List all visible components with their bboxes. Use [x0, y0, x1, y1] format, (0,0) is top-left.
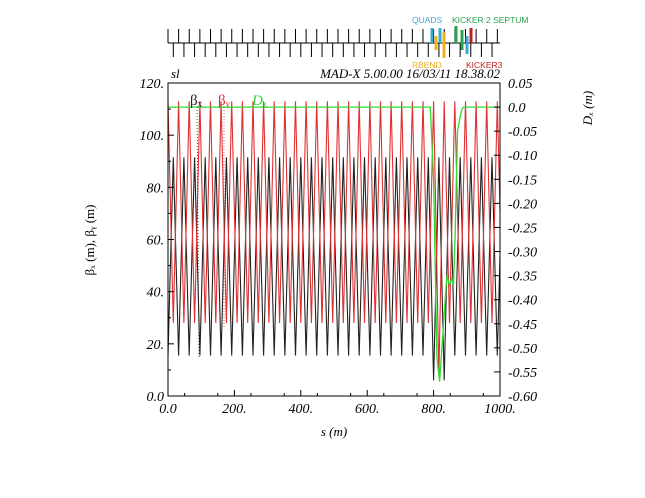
y-right-tick-label: -0.05 [508, 125, 537, 140]
annotation-kicker3: KICKER3 [466, 60, 503, 70]
x-tick-label: 800. [421, 402, 446, 417]
series-layer [167, 101, 501, 382]
x-tick-label: 600. [355, 402, 380, 417]
lattice-special-element [430, 28, 434, 43]
legend-beta-x: βₓ [190, 93, 203, 109]
lattice-special-elements [430, 26, 473, 58]
legend: βₓ βᵧ Dₓ [190, 93, 267, 358]
lattice-ticks [167, 29, 498, 57]
header-left: sl [171, 66, 180, 81]
series-beta-x [167, 157, 501, 381]
annotation-rbend: RBEND [412, 60, 442, 70]
x-tick-label: 1000. [484, 402, 516, 417]
lattice-special-element [469, 28, 473, 43]
y-right-tick-label: 0.0 [508, 101, 526, 116]
y-right-tick-label: -0.55 [508, 366, 537, 381]
x-tick-label: 400. [289, 402, 314, 417]
series-beta-y [167, 101, 501, 376]
y-right-tick-label: -0.25 [508, 221, 537, 236]
header-right: MAD-X 5.00.00 16/03/11 18.38.02 [319, 66, 500, 81]
y-right-tick-label: -0.45 [508, 318, 537, 333]
lattice-strip: QUADS KICKER 2 SEPTUM RBEND KICKER3 [167, 15, 529, 70]
y-axis-right-label: Dₓ (m) [580, 91, 595, 126]
y-right-tick-label: 0.05 [508, 77, 533, 92]
x-axis-label: s (m) [321, 424, 347, 439]
y-left-tick-label: 80. [147, 181, 165, 196]
y-axis-left-label: βₓ (m), βᵧ (m) [82, 205, 98, 276]
y-right-tick-label: -0.30 [508, 246, 537, 261]
lattice-special-element [438, 28, 442, 43]
y-left-tick-label: 20. [147, 338, 165, 353]
y-axis-left: 0.0 20. 40. 60. 80. 100. 120. [140, 77, 174, 405]
lattice-special-element [434, 36, 438, 50]
y-right-tick-label: -0.50 [508, 342, 537, 357]
y-right-tick-label: -0.40 [508, 294, 537, 309]
y-left-tick-label: 40. [147, 286, 165, 301]
x-tick-label: 200. [222, 402, 247, 417]
series-dx [168, 106, 500, 382]
x-tick-label: 0.0 [159, 402, 177, 417]
lattice-special-element [460, 30, 464, 50]
y-axis-right: 0.05 0.0 -0.05 -0.10 -0.15 -0.20 -0.25 -0.30 -0.… [494, 77, 537, 405]
legend-beta-y: βᵧ [218, 93, 230, 109]
y-left-tick-label: 60. [147, 234, 165, 249]
y-right-tick-label: -0.20 [508, 197, 537, 212]
y-left-tick-label: 120. [140, 77, 165, 92]
y-right-tick-label: -0.60 [508, 390, 537, 405]
legend-dx: Dₓ [251, 93, 267, 109]
y-left-tick-label: 100. [140, 129, 165, 144]
annotation-quads: QUADS [412, 15, 443, 25]
y-right-tick-label: -0.15 [508, 173, 537, 188]
lattice-special-element [465, 36, 469, 54]
y-right-tick-label: -0.35 [508, 270, 537, 285]
lattice-special-element [454, 26, 458, 43]
x-axis: 0.0 200. 400. 600. 800. 1000. [159, 390, 516, 417]
y-right-tick-label: -0.10 [508, 149, 537, 164]
y-left-tick-label: 0.0 [147, 390, 165, 405]
annotation-kicker-2-septum: KICKER 2 SEPTUM [452, 15, 529, 25]
lattice-special-element [442, 32, 446, 58]
